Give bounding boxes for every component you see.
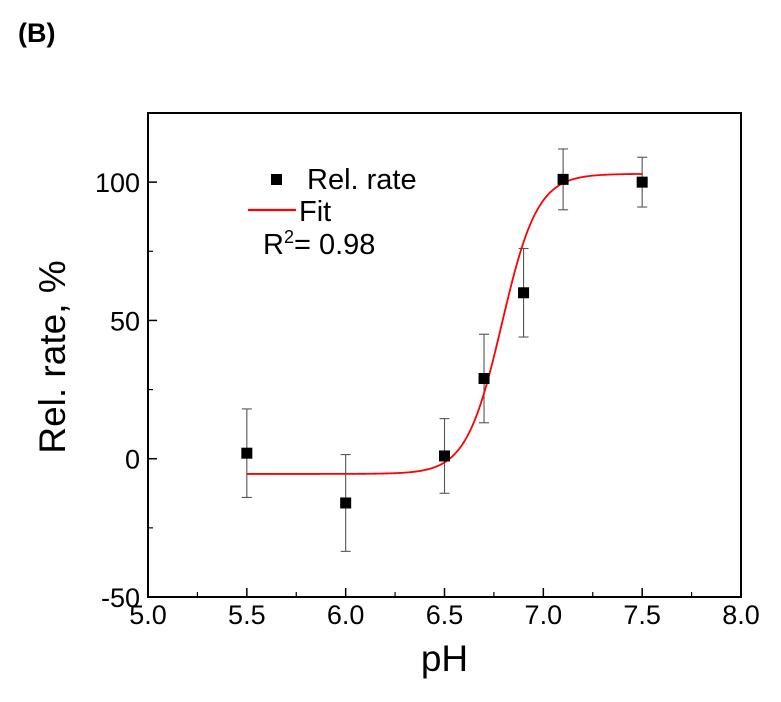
data-point	[478, 373, 490, 385]
x-tick-label: 7.5	[623, 600, 661, 630]
x-axis-label: pH	[421, 638, 468, 679]
legend-label-fit: Fit	[299, 196, 331, 228]
legend-marker-rel-rate	[271, 174, 282, 185]
y-tick-label: 100	[95, 168, 140, 198]
data-point	[518, 287, 530, 299]
x-tick-label: 7.0	[525, 600, 563, 630]
y-tick-label: -50	[101, 583, 140, 613]
x-tick-label: 6.5	[426, 600, 464, 630]
data-point	[636, 176, 648, 188]
data-point	[439, 450, 450, 462]
panel-label: (B)	[18, 18, 56, 48]
y-tick-label: 50	[110, 306, 140, 336]
legend-label-rel-rate: Rel. rate	[307, 164, 417, 196]
y-tick-label: 0	[125, 445, 140, 475]
x-tick-label: 5.0	[129, 600, 167, 630]
r2-value: = 0.98	[294, 229, 375, 261]
data-point	[557, 173, 569, 185]
fit-curve	[246, 173, 643, 475]
plot-frame	[147, 112, 742, 598]
r-squared-annotation: R2= 0.98	[263, 227, 375, 261]
data-point	[241, 447, 253, 459]
legend: Rel. rate Fit	[248, 164, 417, 228]
r2-prefix: R	[263, 229, 284, 261]
data-point	[340, 497, 352, 509]
y-axis-label: Rel. rate, %	[32, 260, 73, 453]
x-tick-label: 5.5	[228, 600, 266, 630]
x-tick-label: 6.0	[327, 600, 365, 630]
r2-superscript: 2	[284, 227, 294, 247]
x-tick-label: 8.0	[722, 600, 760, 630]
